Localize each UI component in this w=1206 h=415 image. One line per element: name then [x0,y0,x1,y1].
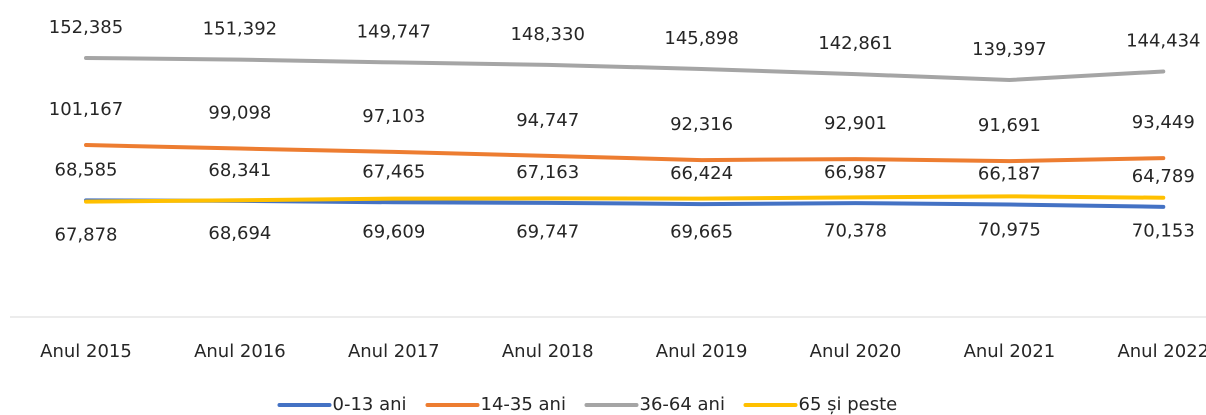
series-line [84,194,1166,204]
data-label: 67,163 [516,162,579,183]
data-label: 92,316 [670,114,733,135]
x-tick-label: Anul 2021 [964,341,1056,362]
data-label: 145,898 [664,28,738,49]
data-label: 68,585 [55,159,118,180]
data-label: 91,691 [978,115,1041,136]
data-label: 144,434 [1126,30,1200,51]
data-label: 94,747 [516,110,579,131]
series-line [84,143,1166,164]
data-label: 70,975 [978,219,1041,240]
data-label: 67,878 [55,225,118,246]
data-label: 66,187 [978,163,1041,184]
x-tick-label: Anul 2017 [348,341,440,362]
x-tick-label: Anul 2019 [656,341,748,362]
legend-label: 36-64 ani [640,394,725,415]
data-label: 139,397 [972,39,1046,60]
data-label: 68,341 [208,160,271,181]
x-tick-label: Anul 2015 [40,341,132,362]
data-label: 142,861 [818,33,892,54]
data-label: 68,694 [208,223,271,244]
data-label: 66,987 [824,162,887,183]
legend-label: 0-13 ani [333,394,407,415]
data-label: 101,167 [49,99,123,120]
data-label: 97,103 [362,106,425,127]
data-label: 99,098 [208,103,271,124]
x-tick-label: Anul 2022 [1117,341,1206,362]
series-line [84,55,1166,83]
data-label: 92,901 [824,113,887,134]
data-label: 70,378 [824,220,887,241]
data-label: 148,330 [510,24,584,45]
data-label: 69,609 [362,222,425,243]
legend-label: 14-35 ani [481,394,566,415]
x-tick-label: Anul 2016 [194,341,286,362]
data-label: 69,665 [670,222,733,243]
x-tick-label: Anul 2020 [810,341,902,362]
data-label: 64,789 [1132,166,1195,187]
data-label: 70,153 [1132,221,1195,242]
data-label: 69,747 [516,221,579,242]
data-label: 93,449 [1132,112,1195,133]
legend-label: 65 și peste [799,394,898,415]
data-label: 66,424 [670,163,733,184]
data-label: 152,385 [49,17,123,38]
data-label: 151,392 [203,19,277,40]
data-label: 67,465 [362,161,425,182]
data-label: 149,747 [357,21,431,42]
x-tick-label: Anul 2018 [502,341,594,362]
